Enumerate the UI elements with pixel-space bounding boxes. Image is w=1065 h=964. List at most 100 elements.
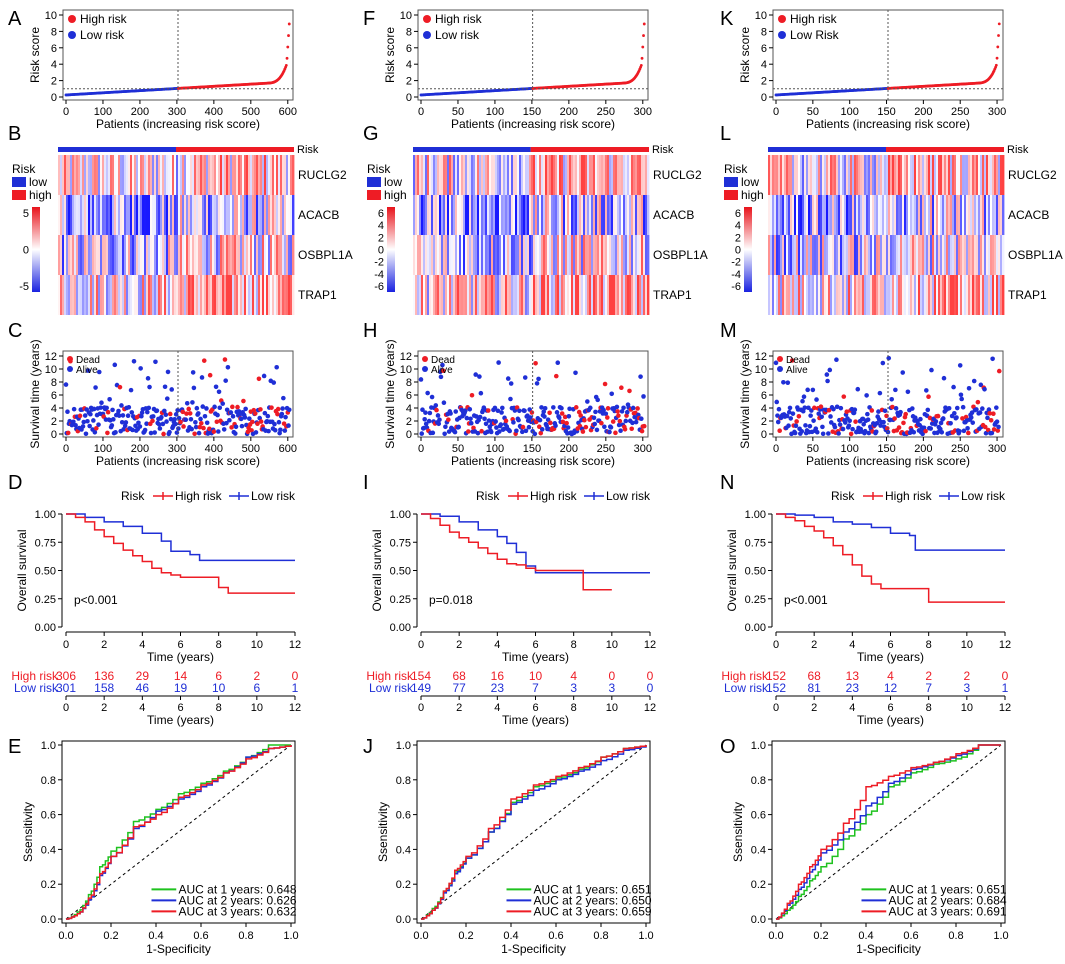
heatmap-cell <box>88 155 91 195</box>
survival-point <box>852 407 858 413</box>
km-ytick-label: 0.25 <box>390 594 411 606</box>
survival-point <box>538 430 544 436</box>
heatmap-cell <box>563 235 566 275</box>
heatmap-cell <box>904 235 907 275</box>
survival-point <box>448 411 453 416</box>
heatmap-cell <box>465 235 468 275</box>
survival-point <box>274 364 279 370</box>
heatmap-cell <box>834 275 837 315</box>
heatmap-cell <box>609 195 612 235</box>
heatmap-cell <box>926 275 929 315</box>
survival-point <box>442 431 447 437</box>
heatmap-cell <box>501 235 504 275</box>
survival-point <box>553 373 559 379</box>
km-xtick-label: 2 <box>811 639 817 651</box>
heatmap-cell <box>768 235 771 275</box>
heatmap-cell <box>236 155 239 195</box>
heatmap-cell <box>98 195 101 235</box>
heatmap-scale-label: 6 <box>735 208 741 220</box>
heatmap-cell <box>106 235 109 275</box>
heatmap-cell <box>495 275 498 315</box>
survival-point <box>884 413 889 419</box>
heatmap-cell <box>292 275 295 315</box>
survival-point <box>924 388 929 393</box>
heatmap-cell <box>60 275 63 315</box>
heatmap-cell <box>186 275 189 315</box>
heatmap-cell <box>798 155 801 195</box>
heatmap-cell <box>200 275 203 315</box>
heatmap-cell <box>182 155 185 195</box>
heatmap-cell <box>274 235 277 275</box>
risk-ytick-label: 10 <box>755 10 767 22</box>
heatmap-cell <box>784 235 787 275</box>
heatmap-cell <box>208 275 211 315</box>
heatmap-cell <box>808 235 811 275</box>
heatmap-cell <box>74 235 77 275</box>
heatmap-cell <box>924 235 927 275</box>
survival-point <box>926 394 931 399</box>
heatmap-cell <box>136 195 139 235</box>
table-high-count: 2 <box>963 669 970 683</box>
heatmap-cell <box>794 155 797 195</box>
table-high-count: 306 <box>56 669 76 683</box>
survival-point <box>832 424 838 430</box>
survival-point <box>249 419 255 425</box>
heatmap-cell <box>934 235 937 275</box>
heatmap-cell <box>854 235 857 275</box>
km-legend-high: High risk <box>530 489 578 503</box>
heatmap-cell <box>427 275 430 315</box>
panel-letter-M: M <box>720 320 737 342</box>
heatmap-cell <box>842 275 845 315</box>
km-ytick-label: 1.00 <box>35 509 56 521</box>
survival-point <box>280 406 285 411</box>
survival-point <box>986 407 992 412</box>
heatmap-cell <box>822 155 825 195</box>
heatmap-cell <box>974 155 977 195</box>
km-ytick-label: 0.75 <box>745 537 766 549</box>
heatmap-cell <box>896 275 899 315</box>
heatmap-cell <box>226 275 229 315</box>
heatmap-cell <box>134 195 137 235</box>
heatmap-cell <box>196 275 199 315</box>
survival-xtick-label: 0 <box>773 443 779 455</box>
heatmap-cell <box>852 195 855 235</box>
heatmap-cell <box>120 195 123 235</box>
heatmap-cell <box>268 195 271 235</box>
heatmap-cell <box>455 195 458 235</box>
table-low-count: 3 <box>570 681 577 695</box>
survival-point <box>873 429 879 435</box>
survival-point <box>173 412 179 417</box>
risk-xtick-label: 300 <box>634 106 652 118</box>
heatmap-cell <box>565 155 568 195</box>
heatmap-cell <box>549 275 552 315</box>
heatmap-cell <box>252 155 255 195</box>
heatmap-cell <box>812 155 815 195</box>
survival-point <box>243 406 248 412</box>
heatmap-cell <box>433 235 436 275</box>
heatmap-cell <box>100 235 103 275</box>
survival-point <box>994 405 999 410</box>
km-curve-high-risk <box>421 513 612 591</box>
heatmap-cell <box>98 235 101 275</box>
heatmap-cell <box>772 155 775 195</box>
table-high-count: 14 <box>174 669 188 683</box>
table-xtick-label: 6 <box>532 702 538 714</box>
risk-score-point <box>642 34 645 37</box>
heatmap-cell <box>276 235 279 275</box>
heatmap-cell <box>858 275 861 315</box>
survival-point <box>975 399 981 405</box>
risk-ylabel: Risk score <box>383 27 397 83</box>
panel-letter-H: H <box>363 320 377 342</box>
heatmap-gene-label: TRAP1 <box>298 288 337 302</box>
survival-point <box>494 425 499 430</box>
heatmap-cell <box>996 195 999 235</box>
heatmap-risk-title: Risk <box>297 144 319 156</box>
survival-point <box>168 416 174 422</box>
heatmap-cell <box>780 195 783 235</box>
heatmap-cell <box>617 155 620 195</box>
survival-point <box>164 419 169 424</box>
survival-point <box>452 429 458 435</box>
survival-ylabel: Survival time (years) <box>28 339 42 448</box>
survival-point <box>162 384 168 390</box>
heatmap-cell <box>587 235 590 275</box>
